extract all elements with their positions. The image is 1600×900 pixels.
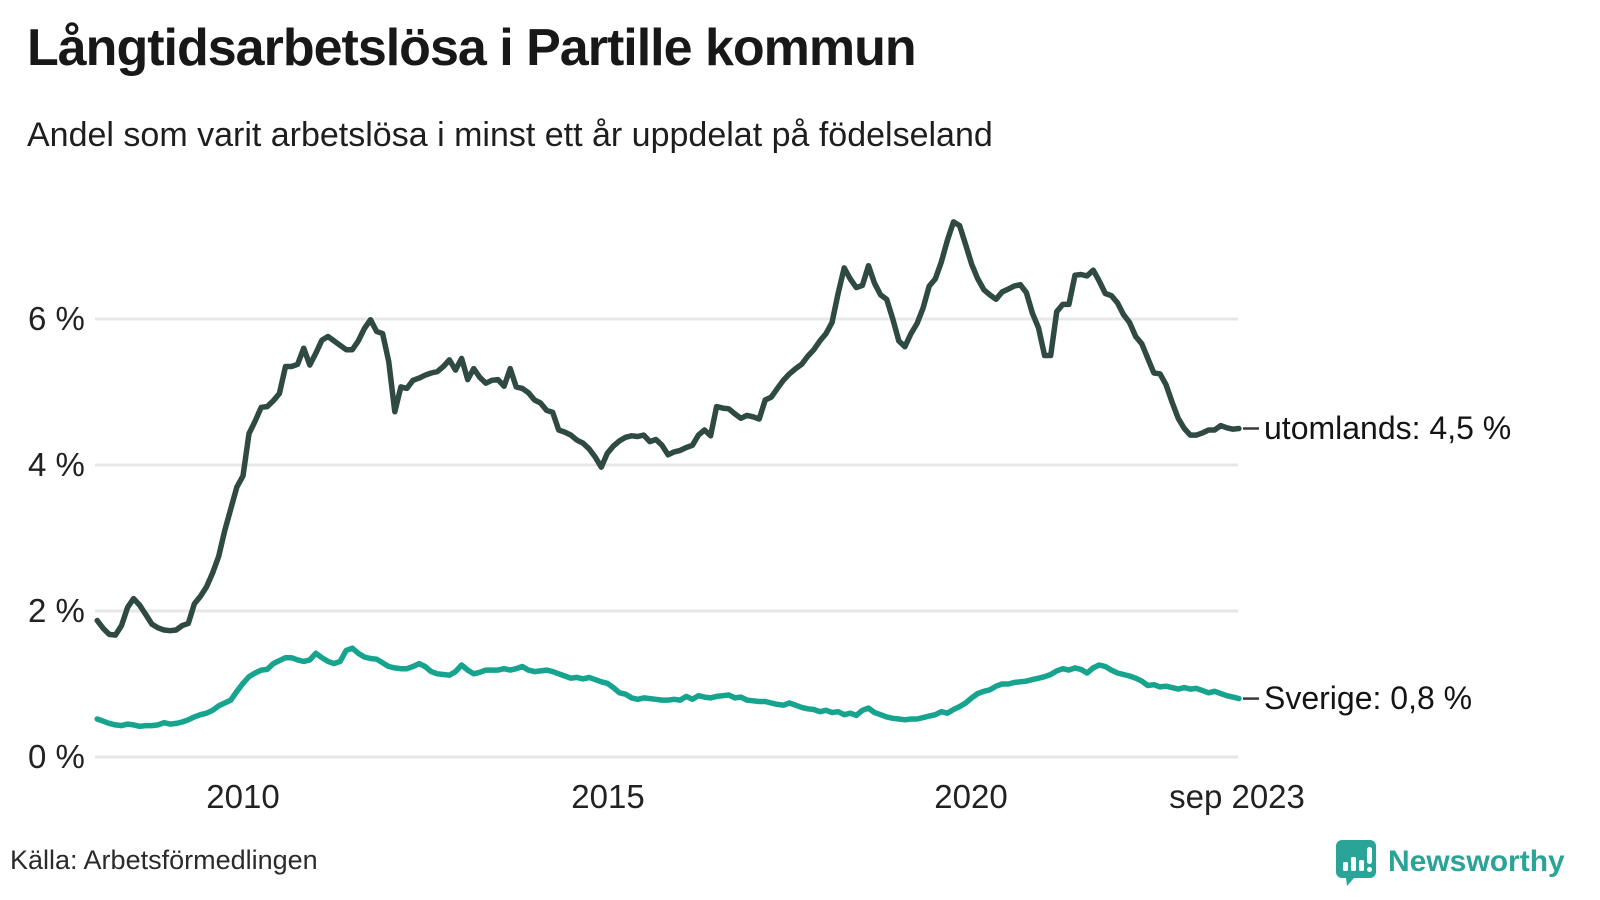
y-axis-tick-0: 0 % bbox=[28, 738, 85, 775]
x-axis-tick-2010: 2010 bbox=[206, 778, 280, 815]
page-subtitle: Andel som varit arbetslösa i minst ett å… bbox=[27, 116, 993, 154]
series-label-sverige: Sverige: 0,8 % bbox=[1264, 680, 1473, 716]
x-axis-tick-2020: 2020 bbox=[934, 778, 1008, 815]
newsworthy-logo-icon bbox=[1334, 838, 1378, 886]
source-attribution: Källa: Arbetsförmedlingen bbox=[10, 845, 318, 875]
y-axis-tick-6: 6 % bbox=[28, 300, 85, 337]
series-line-utomlands bbox=[94, 219, 1242, 638]
newsworthy-logo[interactable]: Newsworthy bbox=[1334, 838, 1565, 886]
x-axis-tick-2015: 2015 bbox=[571, 778, 645, 815]
series-line-sverige bbox=[94, 645, 1242, 730]
page-title: Långtidsarbetslösa i Partille kommun bbox=[27, 19, 917, 77]
newsworthy-logo-text: Newsworthy bbox=[1388, 845, 1565, 878]
series-label-utomlands: utomlands: 4,5 % bbox=[1264, 410, 1512, 446]
x-axis-tick-sep-2023: sep 2023 bbox=[1169, 778, 1305, 815]
y-axis-tick-2: 2 % bbox=[28, 592, 85, 629]
y-axis-tick-4: 4 % bbox=[28, 446, 85, 483]
